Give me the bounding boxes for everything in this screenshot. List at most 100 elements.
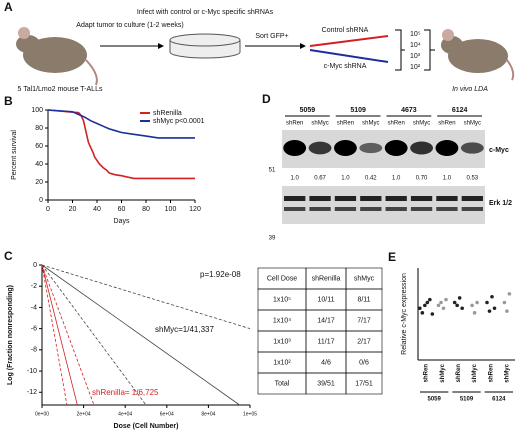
point	[439, 300, 443, 305]
point	[444, 297, 448, 302]
ratio-label: 0.70	[416, 176, 428, 182]
line	[41, 264, 95, 406]
y-tick-label: 40	[35, 161, 43, 168]
x-tick-label: 40	[93, 206, 101, 213]
table-text: 1x10²	[273, 359, 291, 366]
x-axis-label: Dose (Cell Number)	[114, 423, 179, 430]
cmyc-label: c-Myc shRNA	[324, 63, 367, 70]
blot	[282, 186, 485, 224]
legend-label: shMyc p<0.0001	[153, 118, 205, 125]
y-tick-label: -6	[31, 325, 37, 332]
table-text: 7/17	[357, 317, 371, 324]
x-tick-label: 4e+04	[118, 411, 132, 417]
band	[410, 196, 433, 201]
table-text: 39/51	[317, 380, 335, 387]
x-tick-label: shRen	[424, 364, 430, 383]
arrow	[309, 49, 389, 63]
sample-label: 4673	[401, 107, 417, 114]
table-cell	[345, 372, 383, 395]
x-tick-label: 0e+00	[35, 411, 49, 417]
x-tick-label: 60	[118, 206, 126, 213]
y-tick-label: 100	[31, 107, 43, 114]
y-tick-label: 80	[35, 125, 43, 132]
band	[360, 196, 382, 201]
line	[41, 264, 78, 406]
point	[428, 297, 432, 302]
y-tick-label: -2	[31, 283, 37, 290]
band	[436, 207, 458, 211]
group-label: 5059	[427, 397, 441, 403]
band	[334, 140, 357, 156]
group-label: 6124	[492, 397, 506, 403]
point	[425, 300, 430, 305]
band-label: c-Myc	[489, 147, 509, 154]
band	[308, 141, 332, 155]
lane-label: shRen	[337, 121, 354, 127]
point	[502, 300, 507, 305]
step-label: Infect with control or c-Myc specific sh…	[137, 9, 274, 16]
mouse-icon	[441, 29, 515, 81]
x-tick-label: shMyc	[440, 363, 446, 382]
y-tick-label: 20	[35, 179, 43, 186]
mouse-icon	[16, 27, 98, 86]
control-label: Control shRNA	[322, 27, 369, 34]
band	[436, 196, 458, 201]
lane-label: shMyc	[413, 121, 430, 127]
y-axis-label: Relative c-Myc expression	[401, 273, 408, 355]
line	[41, 264, 251, 330]
lane-label: shRen	[438, 121, 455, 127]
point	[492, 306, 497, 311]
band	[284, 207, 306, 211]
panel-label: C	[4, 249, 13, 263]
table-text: 8/11	[357, 296, 370, 303]
ratio-label: 1.0	[291, 176, 300, 182]
point	[420, 311, 425, 315]
band	[410, 207, 433, 211]
point	[436, 303, 441, 308]
ratio-label: 0.67	[314, 176, 326, 182]
point	[430, 312, 435, 316]
table-text: shMyc	[354, 275, 375, 282]
brace	[424, 29, 435, 71]
band	[334, 196, 357, 201]
point	[460, 306, 464, 311]
line	[41, 264, 147, 406]
table-text: 11/17	[318, 338, 335, 345]
x-tick-label: 1e+05	[243, 411, 257, 417]
point	[505, 309, 509, 313]
y-tick-label: -12	[27, 389, 37, 396]
ratio-label: 1.0	[392, 176, 401, 182]
table-text: 4/6	[321, 359, 331, 366]
x-tick-label: 80	[142, 206, 150, 213]
x-tick-label: shRen	[456, 364, 462, 383]
lane-label: shMyc	[311, 121, 328, 127]
point	[490, 294, 494, 299]
y-tick-label: 0	[33, 262, 37, 269]
point	[487, 309, 492, 313]
marker: 51	[269, 168, 276, 174]
table-text: 0/6	[359, 359, 369, 366]
x-tick-label: 2e+04	[77, 411, 91, 417]
panel-label: D	[262, 92, 271, 106]
y-axis-label: Percent survival	[11, 130, 18, 180]
x-tick-label: 120	[189, 206, 201, 213]
line	[41, 264, 240, 406]
band	[385, 207, 407, 211]
lane-label: shMyc	[464, 121, 481, 127]
legend-label: shRenilla	[153, 110, 182, 117]
annotation: shMyc=1/41,337	[155, 325, 214, 334]
group-label: 5109	[460, 397, 474, 403]
band	[284, 196, 306, 201]
source-label: 5 Tal1/Lmo2 mouse T-ALLs	[18, 86, 103, 93]
lane-label: shRen	[388, 121, 405, 127]
ratio-label: 0.53	[466, 176, 478, 182]
step-label: Sort GFP+	[255, 33, 288, 40]
y-tick-label: 0	[39, 197, 43, 204]
lane-label: shMyc	[362, 121, 379, 127]
band-label: Erk 1/2	[489, 200, 512, 207]
arrowhead	[158, 43, 164, 49]
point	[507, 292, 512, 296]
y-tick-label: -4	[31, 304, 37, 311]
band	[410, 141, 433, 155]
